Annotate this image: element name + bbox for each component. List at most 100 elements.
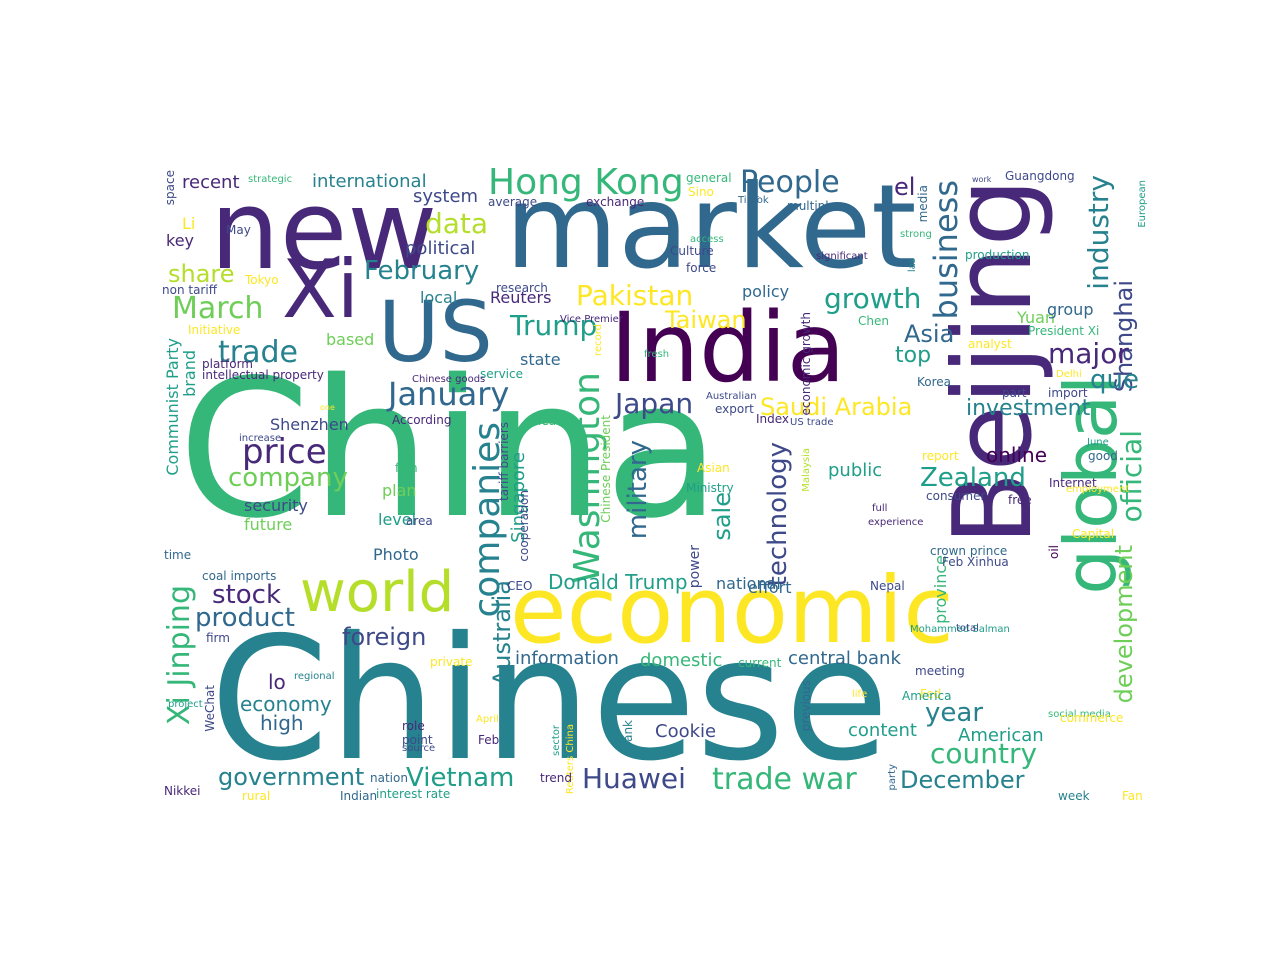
word-australia: Australia xyxy=(488,580,516,687)
word-trump: Trump xyxy=(510,309,598,342)
word-rural: rural xyxy=(242,789,271,800)
word-media: media xyxy=(916,185,930,223)
word-week: week xyxy=(1058,789,1090,800)
word-nepal: Nepal xyxy=(870,579,905,593)
word-development: development xyxy=(1110,545,1138,704)
word-significant: significant xyxy=(816,251,868,262)
word-nikkei: Nikkei xyxy=(164,784,201,798)
word-work: work xyxy=(972,175,992,184)
word-public: public xyxy=(828,460,883,481)
word-que: que xyxy=(1090,365,1139,395)
word-cooperation: cooperation xyxy=(517,490,531,562)
word-communist-party: Communist Party xyxy=(163,338,182,476)
word-government: government xyxy=(218,763,365,791)
word-bank: bank xyxy=(621,720,635,750)
word-space: space xyxy=(163,170,177,206)
word-based: based xyxy=(326,330,375,349)
word-fresh: fresh xyxy=(644,349,670,360)
word-vietnam: Vietnam xyxy=(406,763,515,793)
word-stock: stock xyxy=(212,580,281,610)
word-asia: Asia xyxy=(904,320,955,348)
word-national: national xyxy=(716,574,781,593)
word-new: new xyxy=(210,166,438,294)
word-reuters: Reuters xyxy=(490,288,552,307)
word-international: international xyxy=(312,171,427,192)
word-interest-rate: interest rate xyxy=(376,787,451,800)
word-recent: recent xyxy=(182,172,240,193)
word-australian: Australian xyxy=(706,391,757,402)
word-growth: growth xyxy=(824,282,922,315)
word-brand: brand xyxy=(180,350,199,397)
word-taiwan: Taiwan xyxy=(665,306,747,334)
word-previous: previous xyxy=(799,680,813,732)
word-research: research xyxy=(496,281,548,295)
word-shenzhen: Shenzhen xyxy=(270,415,349,434)
word-multiple: multiple xyxy=(787,199,837,213)
word-intellectual-property: intellectual property xyxy=(202,368,324,382)
word-party: party xyxy=(887,764,898,791)
word-fed: Fed xyxy=(920,687,942,701)
word-coal-imports: coal imports xyxy=(202,569,277,583)
word-year: year xyxy=(925,698,984,728)
word-ministry: Ministry xyxy=(686,481,734,495)
word-wechat: WeChat xyxy=(203,685,217,732)
word-american: American xyxy=(958,725,1044,746)
word-import: import xyxy=(1048,386,1088,400)
word-crown-prince: crown prince xyxy=(930,544,1008,558)
word-leader: leader xyxy=(538,414,577,428)
word-index: Index xyxy=(756,412,790,426)
word-march: March xyxy=(172,291,264,326)
word-information: information xyxy=(515,648,619,669)
word-fan: Fan xyxy=(1122,789,1143,800)
word-hong-kong: Hong Kong xyxy=(488,162,684,203)
word-average: average xyxy=(488,195,538,209)
word-trend: trend xyxy=(540,771,572,785)
word-employment: employment xyxy=(1066,484,1130,495)
word-free: free xyxy=(1008,493,1032,507)
word-president-xi: President Xi xyxy=(1028,324,1100,338)
word-chen: Chen xyxy=(858,314,889,328)
word-capital: Capital xyxy=(1072,527,1115,541)
word-us-trade: US trade xyxy=(790,417,834,428)
word-central-bank: central bank xyxy=(788,648,901,669)
word-industry: industry xyxy=(1082,175,1115,290)
word-guangdong: Guangdong xyxy=(1005,169,1075,183)
word-economy: economy xyxy=(240,692,332,716)
word-group: group xyxy=(1047,300,1094,319)
word-platform: platform xyxy=(202,357,253,371)
word-key: key xyxy=(166,231,195,250)
word-korea: Korea xyxy=(917,375,952,389)
word-policy: policy xyxy=(742,282,790,301)
word-top: top xyxy=(895,343,932,368)
word-world: world xyxy=(300,560,455,625)
word-price: price xyxy=(242,432,327,472)
word-online: online xyxy=(986,443,1048,467)
word-chinese-president: Chinese President xyxy=(599,415,613,523)
word-photo: Photo xyxy=(373,545,419,564)
word-general: general xyxy=(686,171,732,185)
word-local: local xyxy=(420,288,458,307)
word-consumer: consumer xyxy=(926,489,986,503)
word-export: export xyxy=(715,402,754,416)
word-america: America xyxy=(902,689,952,703)
word-india: India xyxy=(610,292,846,404)
word-project: project xyxy=(168,699,203,710)
word-tiktok: TikTok xyxy=(738,195,769,206)
word-share: share xyxy=(168,260,235,288)
word-pakistan: Pakistan xyxy=(576,279,694,312)
word-indian: Indian xyxy=(340,789,378,800)
word-strong: strong xyxy=(900,229,932,240)
word-december: December xyxy=(900,766,1025,794)
word-force: force xyxy=(686,261,717,275)
word-el: el xyxy=(894,173,916,201)
word-june: June xyxy=(1087,437,1109,448)
word-ceo: CEO xyxy=(507,579,533,593)
word-service: service xyxy=(480,367,523,381)
word-security: security xyxy=(244,496,308,515)
word-china: China xyxy=(178,339,721,560)
word-investment: investment xyxy=(966,396,1091,421)
word-people: People xyxy=(740,165,840,200)
word-production: production xyxy=(965,248,1030,262)
word-asian: Asian xyxy=(697,461,730,475)
word-good: good xyxy=(1088,449,1118,463)
